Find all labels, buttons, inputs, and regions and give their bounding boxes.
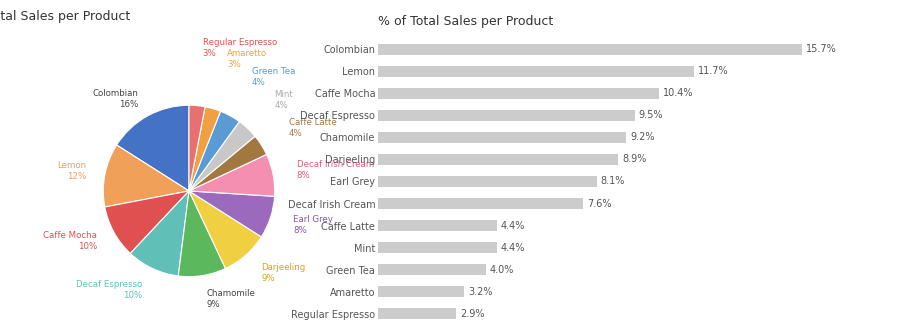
Text: 9.5%: 9.5% [638,110,663,120]
Wedge shape [117,105,189,191]
Text: 9.2%: 9.2% [630,132,655,142]
Bar [378,220,497,231]
Wedge shape [189,191,261,268]
Bar [378,110,634,121]
Wedge shape [189,191,274,237]
Text: Earl Grey
8%: Earl Grey 8% [293,215,333,235]
Bar [378,88,659,99]
Bar [378,66,694,77]
Text: 15.7%: 15.7% [806,44,837,54]
Text: 8.1%: 8.1% [601,176,626,186]
Text: % of Total Sales per Product: % of Total Sales per Product [378,15,554,28]
Wedge shape [189,105,205,191]
Text: Darjeeling
9%: Darjeeling 9% [262,263,306,283]
Wedge shape [189,122,255,191]
Text: Chamomile
9%: Chamomile 9% [206,289,255,309]
Wedge shape [189,155,274,196]
Text: Colombian
16%: Colombian 16% [93,89,139,109]
Bar [378,176,597,187]
Text: Lemon
12%: Lemon 12% [58,161,86,181]
Text: 3.2%: 3.2% [468,287,493,297]
Bar [378,264,486,275]
Text: 7.6%: 7.6% [587,199,612,209]
Wedge shape [189,111,239,191]
Text: 4.0%: 4.0% [490,265,515,275]
Bar [378,198,583,209]
Bar [378,242,497,253]
Text: Caffe Latte
4%: Caffe Latte 4% [289,118,337,138]
Text: Decaf Espresso
10%: Decaf Espresso 10% [76,280,142,300]
Text: Decaf Irish Cream
8%: Decaf Irish Cream 8% [297,160,374,180]
Text: 4.4%: 4.4% [500,220,526,230]
Bar [378,286,464,297]
Text: 10.4%: 10.4% [662,88,693,98]
Text: % of Total Sales per Product: % of Total Sales per Product [0,10,130,23]
Bar [378,308,456,319]
Wedge shape [104,191,189,253]
Text: 8.9%: 8.9% [623,154,647,164]
Text: 2.9%: 2.9% [461,309,485,319]
Wedge shape [178,191,226,277]
Text: 11.7%: 11.7% [698,66,729,76]
Text: Regular Espresso
3%: Regular Espresso 3% [202,38,277,58]
Text: Green Tea
4%: Green Tea 4% [252,67,295,87]
Bar [378,132,626,143]
Wedge shape [189,107,220,191]
Text: Amaretto
3%: Amaretto 3% [228,49,267,69]
Bar [378,154,618,165]
Text: 4.4%: 4.4% [500,243,526,253]
Wedge shape [130,191,189,276]
Wedge shape [104,145,189,207]
Bar [378,44,802,54]
Text: Caffe Mocha
10%: Caffe Mocha 10% [43,231,97,251]
Wedge shape [189,136,266,191]
Text: Mint
4%: Mint 4% [274,90,292,111]
